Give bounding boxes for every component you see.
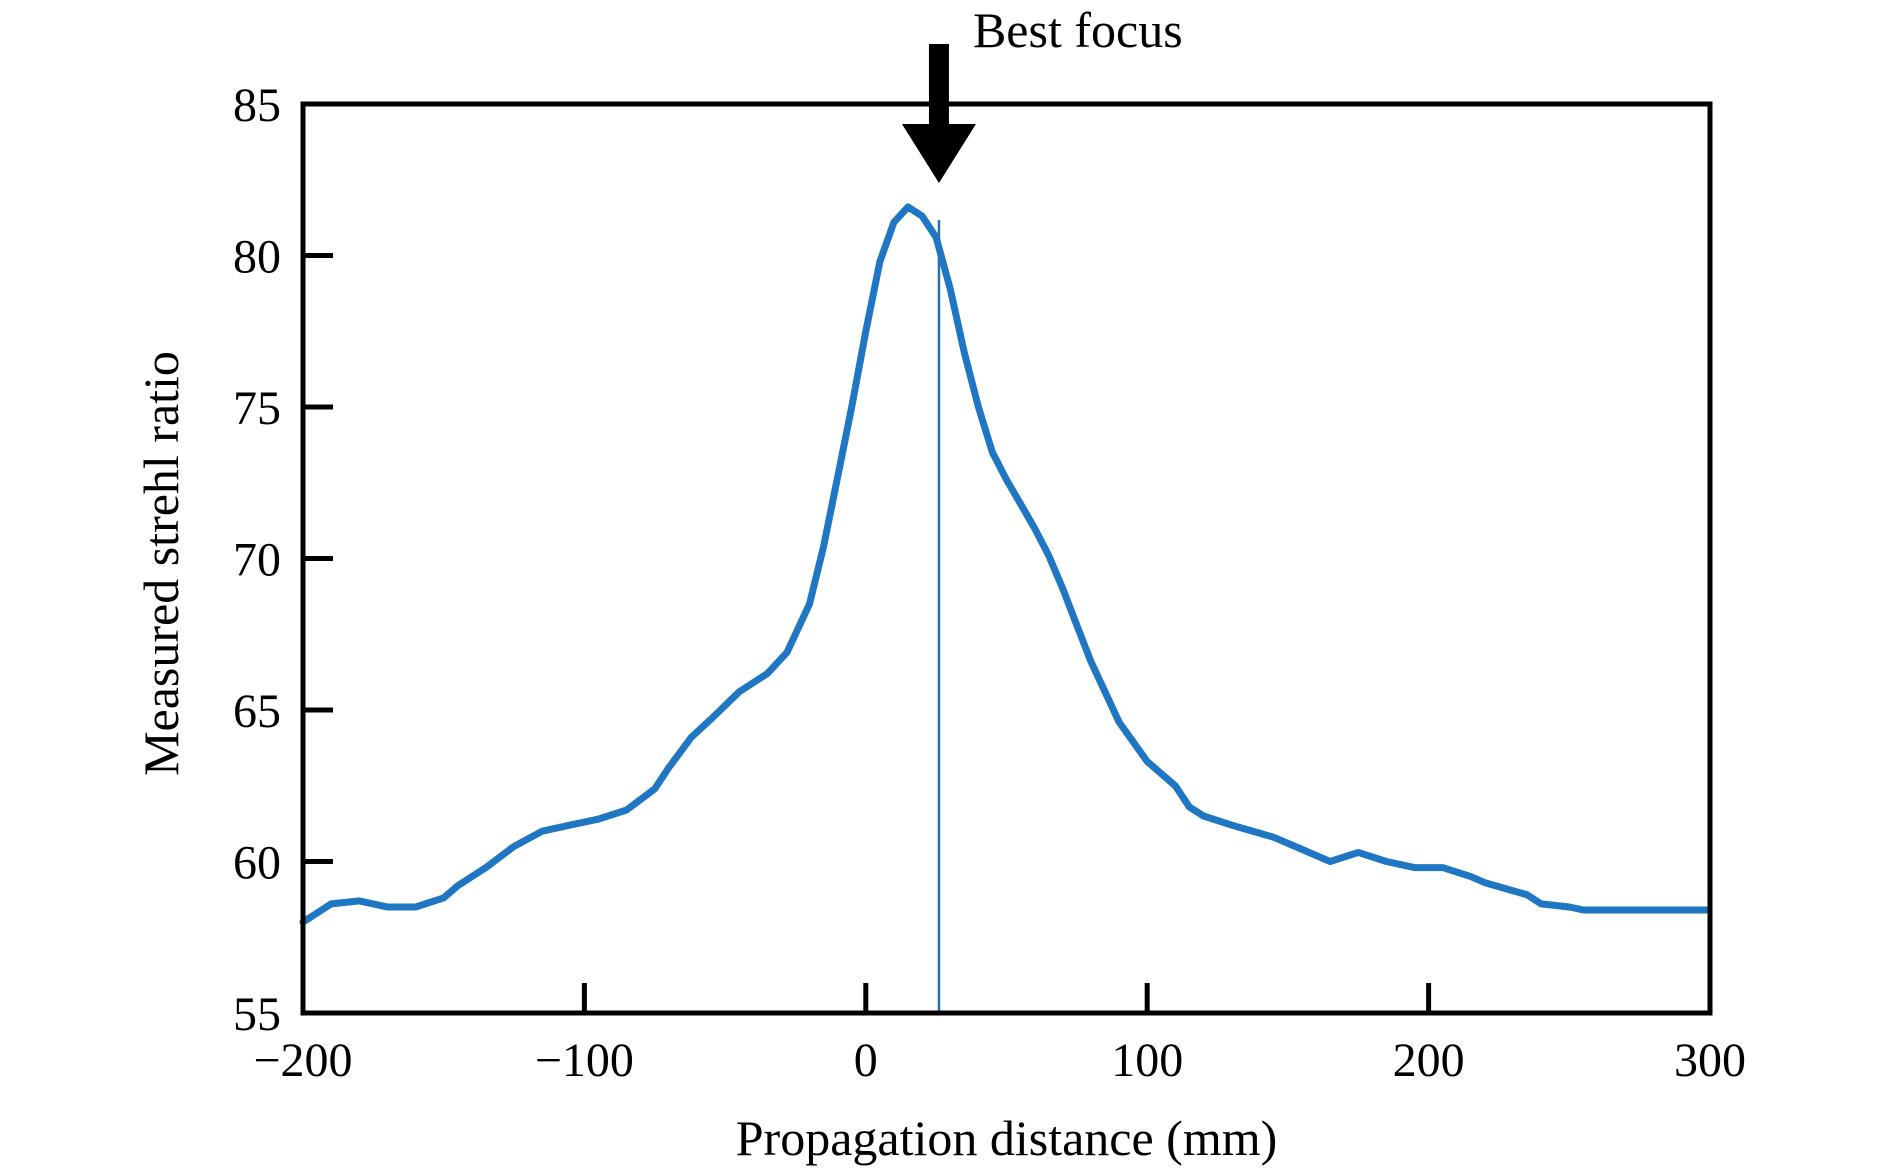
y-axis-title: Measured strehl ratio	[133, 351, 189, 776]
plot-frame	[300, 101, 1713, 1016]
y-tick-label: 60	[233, 837, 281, 890]
x-tick-label: −100	[535, 1034, 634, 1087]
x-tick-label: −200	[253, 1034, 352, 1087]
x-axis-title: Propagation distance (mm)	[736, 1110, 1278, 1166]
x-tick-label: 300	[1674, 1034, 1746, 1087]
tick-labels: −200 −100 0 100 200 300 55 60 65 70 75 80 85	[233, 79, 1746, 1087]
y-tick-label: 80	[233, 231, 281, 284]
y-tick-label: 55	[233, 988, 281, 1041]
best-focus-annotation: Best focus	[901, 2, 1183, 183]
y-tick-label: 85	[233, 79, 281, 132]
best-focus-label: Best focus	[973, 2, 1183, 58]
y-tick-label: 75	[233, 382, 281, 435]
down-arrow-icon	[901, 44, 976, 183]
y-tick-label: 65	[233, 685, 281, 738]
strehl-ratio-series-line	[299, 203, 1711, 926]
x-tick-label: 200	[1393, 1034, 1465, 1087]
axis-ticks	[303, 253, 1432, 1013]
x-tick-label: 0	[854, 1034, 878, 1087]
y-tick-label: 70	[233, 534, 281, 587]
x-tick-label: 100	[1111, 1034, 1183, 1087]
